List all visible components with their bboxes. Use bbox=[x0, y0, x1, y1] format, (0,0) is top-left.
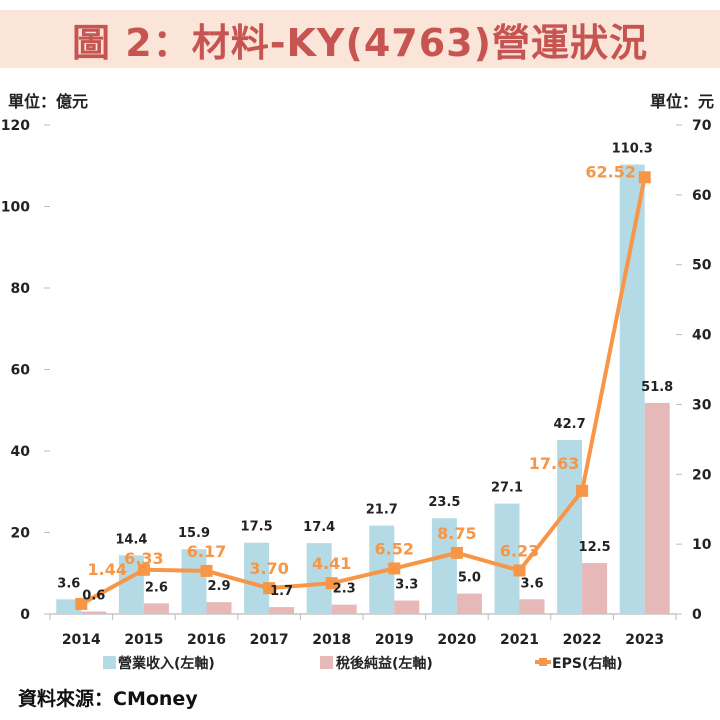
legend-marker-eps bbox=[539, 658, 547, 666]
eps-label: 8.75 bbox=[437, 524, 476, 543]
revenue-label: 27.1 bbox=[491, 481, 523, 496]
left-tick-label: 80 bbox=[11, 281, 31, 297]
revenue-label: 17.5 bbox=[241, 520, 273, 535]
left-tick-label: 100 bbox=[1, 200, 30, 216]
net-income-label: 12.5 bbox=[579, 540, 611, 555]
eps-label: 6.52 bbox=[375, 539, 414, 558]
legend-label-revenue: 營業收入(左軸) bbox=[118, 655, 215, 672]
net-income-label: 0.6 bbox=[82, 589, 105, 604]
x-tick-label: 2014 bbox=[62, 632, 101, 648]
revenue-label: 14.4 bbox=[115, 532, 147, 547]
net-income-label: 1.7 bbox=[270, 584, 293, 599]
net-income-bar bbox=[81, 611, 107, 614]
revenue-label: 17.4 bbox=[303, 520, 335, 535]
eps-marker bbox=[200, 564, 213, 577]
eps-marker bbox=[513, 564, 526, 577]
x-tick-label: 2019 bbox=[375, 632, 414, 648]
right-tick-label: 70 bbox=[692, 118, 712, 134]
net-income-bar bbox=[269, 607, 295, 614]
eps-label: 1.44 bbox=[88, 560, 127, 579]
eps-marker bbox=[263, 582, 276, 595]
legend-label-eps: EPS(右軸) bbox=[552, 655, 623, 672]
legend-swatch-revenue bbox=[103, 656, 116, 669]
eps-marker bbox=[325, 577, 338, 590]
revenue-bar bbox=[56, 599, 82, 614]
eps-label: 62.52 bbox=[585, 162, 636, 181]
left-axis-unit: 單位：億元 bbox=[8, 92, 89, 111]
net-income-bar bbox=[644, 402, 670, 614]
revenue-label: 3.6 bbox=[57, 576, 80, 591]
net-income-bar bbox=[456, 593, 482, 614]
net-income-bar bbox=[143, 603, 169, 614]
x-tick-label: 2020 bbox=[437, 632, 476, 648]
left-tick-label: 40 bbox=[11, 444, 31, 460]
revenue-label: 23.5 bbox=[428, 495, 460, 510]
right-axis-unit: 單位：元 bbox=[649, 92, 714, 111]
eps-label: 17.63 bbox=[529, 454, 580, 473]
x-tick-label: 2023 bbox=[625, 632, 664, 648]
left-tick-label: 20 bbox=[11, 526, 31, 542]
revenue-label: 110.3 bbox=[612, 142, 653, 157]
left-tick-label: 120 bbox=[1, 118, 30, 134]
legend-swatch-net-income bbox=[320, 656, 333, 669]
net-income-bar bbox=[582, 563, 608, 614]
net-income-label: 2.3 bbox=[333, 582, 356, 597]
eps-marker bbox=[576, 484, 589, 497]
title-banner: 圖 2：材料-KY(4763)營運狀況 bbox=[0, 10, 720, 68]
eps-marker bbox=[638, 171, 651, 184]
net-income-bar bbox=[206, 602, 232, 614]
net-income-label: 3.6 bbox=[520, 576, 543, 591]
right-tick-label: 30 bbox=[692, 397, 712, 413]
revenue-label: 42.7 bbox=[554, 417, 586, 432]
revenue-bar bbox=[494, 503, 520, 614]
eps-label: 6.23 bbox=[500, 541, 539, 560]
x-tick-label: 2021 bbox=[500, 632, 539, 648]
right-tick-label: 0 bbox=[692, 607, 702, 623]
eps-line bbox=[80, 176, 647, 606]
x-tick-label: 2015 bbox=[124, 632, 163, 648]
eps-label: 3.70 bbox=[249, 559, 288, 578]
source-note: 資料來源：CMoney bbox=[18, 688, 198, 710]
net-income-label: 3.3 bbox=[395, 578, 418, 593]
eps-label: 4.41 bbox=[312, 554, 351, 573]
chart-svg: 0 20 40 60 80 100 120 0 10 20 30 40 50 60 70 2014 2015 20… bbox=[1, 118, 712, 672]
x-tick-label: 2017 bbox=[250, 632, 289, 648]
revenue-bar bbox=[557, 439, 583, 614]
eps-label: 6.17 bbox=[187, 542, 226, 561]
eps-marker bbox=[75, 597, 88, 610]
right-tick-label: 50 bbox=[692, 258, 712, 274]
revenue-bar bbox=[431, 518, 457, 614]
eps-marker bbox=[450, 546, 463, 559]
net-income-label: 5.0 bbox=[458, 571, 481, 586]
x-tick-label: 2018 bbox=[312, 632, 351, 648]
net-income-bar bbox=[394, 600, 420, 614]
eps-marker bbox=[137, 563, 150, 576]
revenue-label: 15.9 bbox=[178, 526, 210, 541]
right-tick-label: 60 bbox=[692, 188, 712, 204]
right-tick-label: 20 bbox=[692, 467, 712, 483]
right-tick-label: 40 bbox=[692, 328, 712, 344]
net-income-label: 51.8 bbox=[641, 380, 673, 395]
net-income-label: 2.9 bbox=[207, 579, 230, 594]
right-tick-label: 10 bbox=[692, 537, 712, 553]
net-income-bar bbox=[519, 599, 545, 614]
x-tick-label: 2022 bbox=[563, 632, 602, 648]
left-tick-label: 0 bbox=[20, 607, 30, 623]
eps-marker bbox=[388, 562, 401, 575]
eps-label: 6.33 bbox=[124, 549, 163, 568]
net-income-bar bbox=[331, 604, 357, 614]
revenue-label: 21.7 bbox=[366, 503, 398, 518]
legend-label-net-income: 稅後純益(左軸) bbox=[336, 655, 433, 672]
x-tick-label: 2016 bbox=[187, 632, 226, 648]
left-tick-label: 60 bbox=[11, 363, 31, 379]
chart-title: 圖 2：材料-KY(4763)營運狀況 bbox=[72, 20, 648, 65]
revenue-bar bbox=[244, 542, 270, 614]
net-income-label: 2.6 bbox=[145, 580, 168, 595]
revenue-bar bbox=[181, 549, 207, 614]
